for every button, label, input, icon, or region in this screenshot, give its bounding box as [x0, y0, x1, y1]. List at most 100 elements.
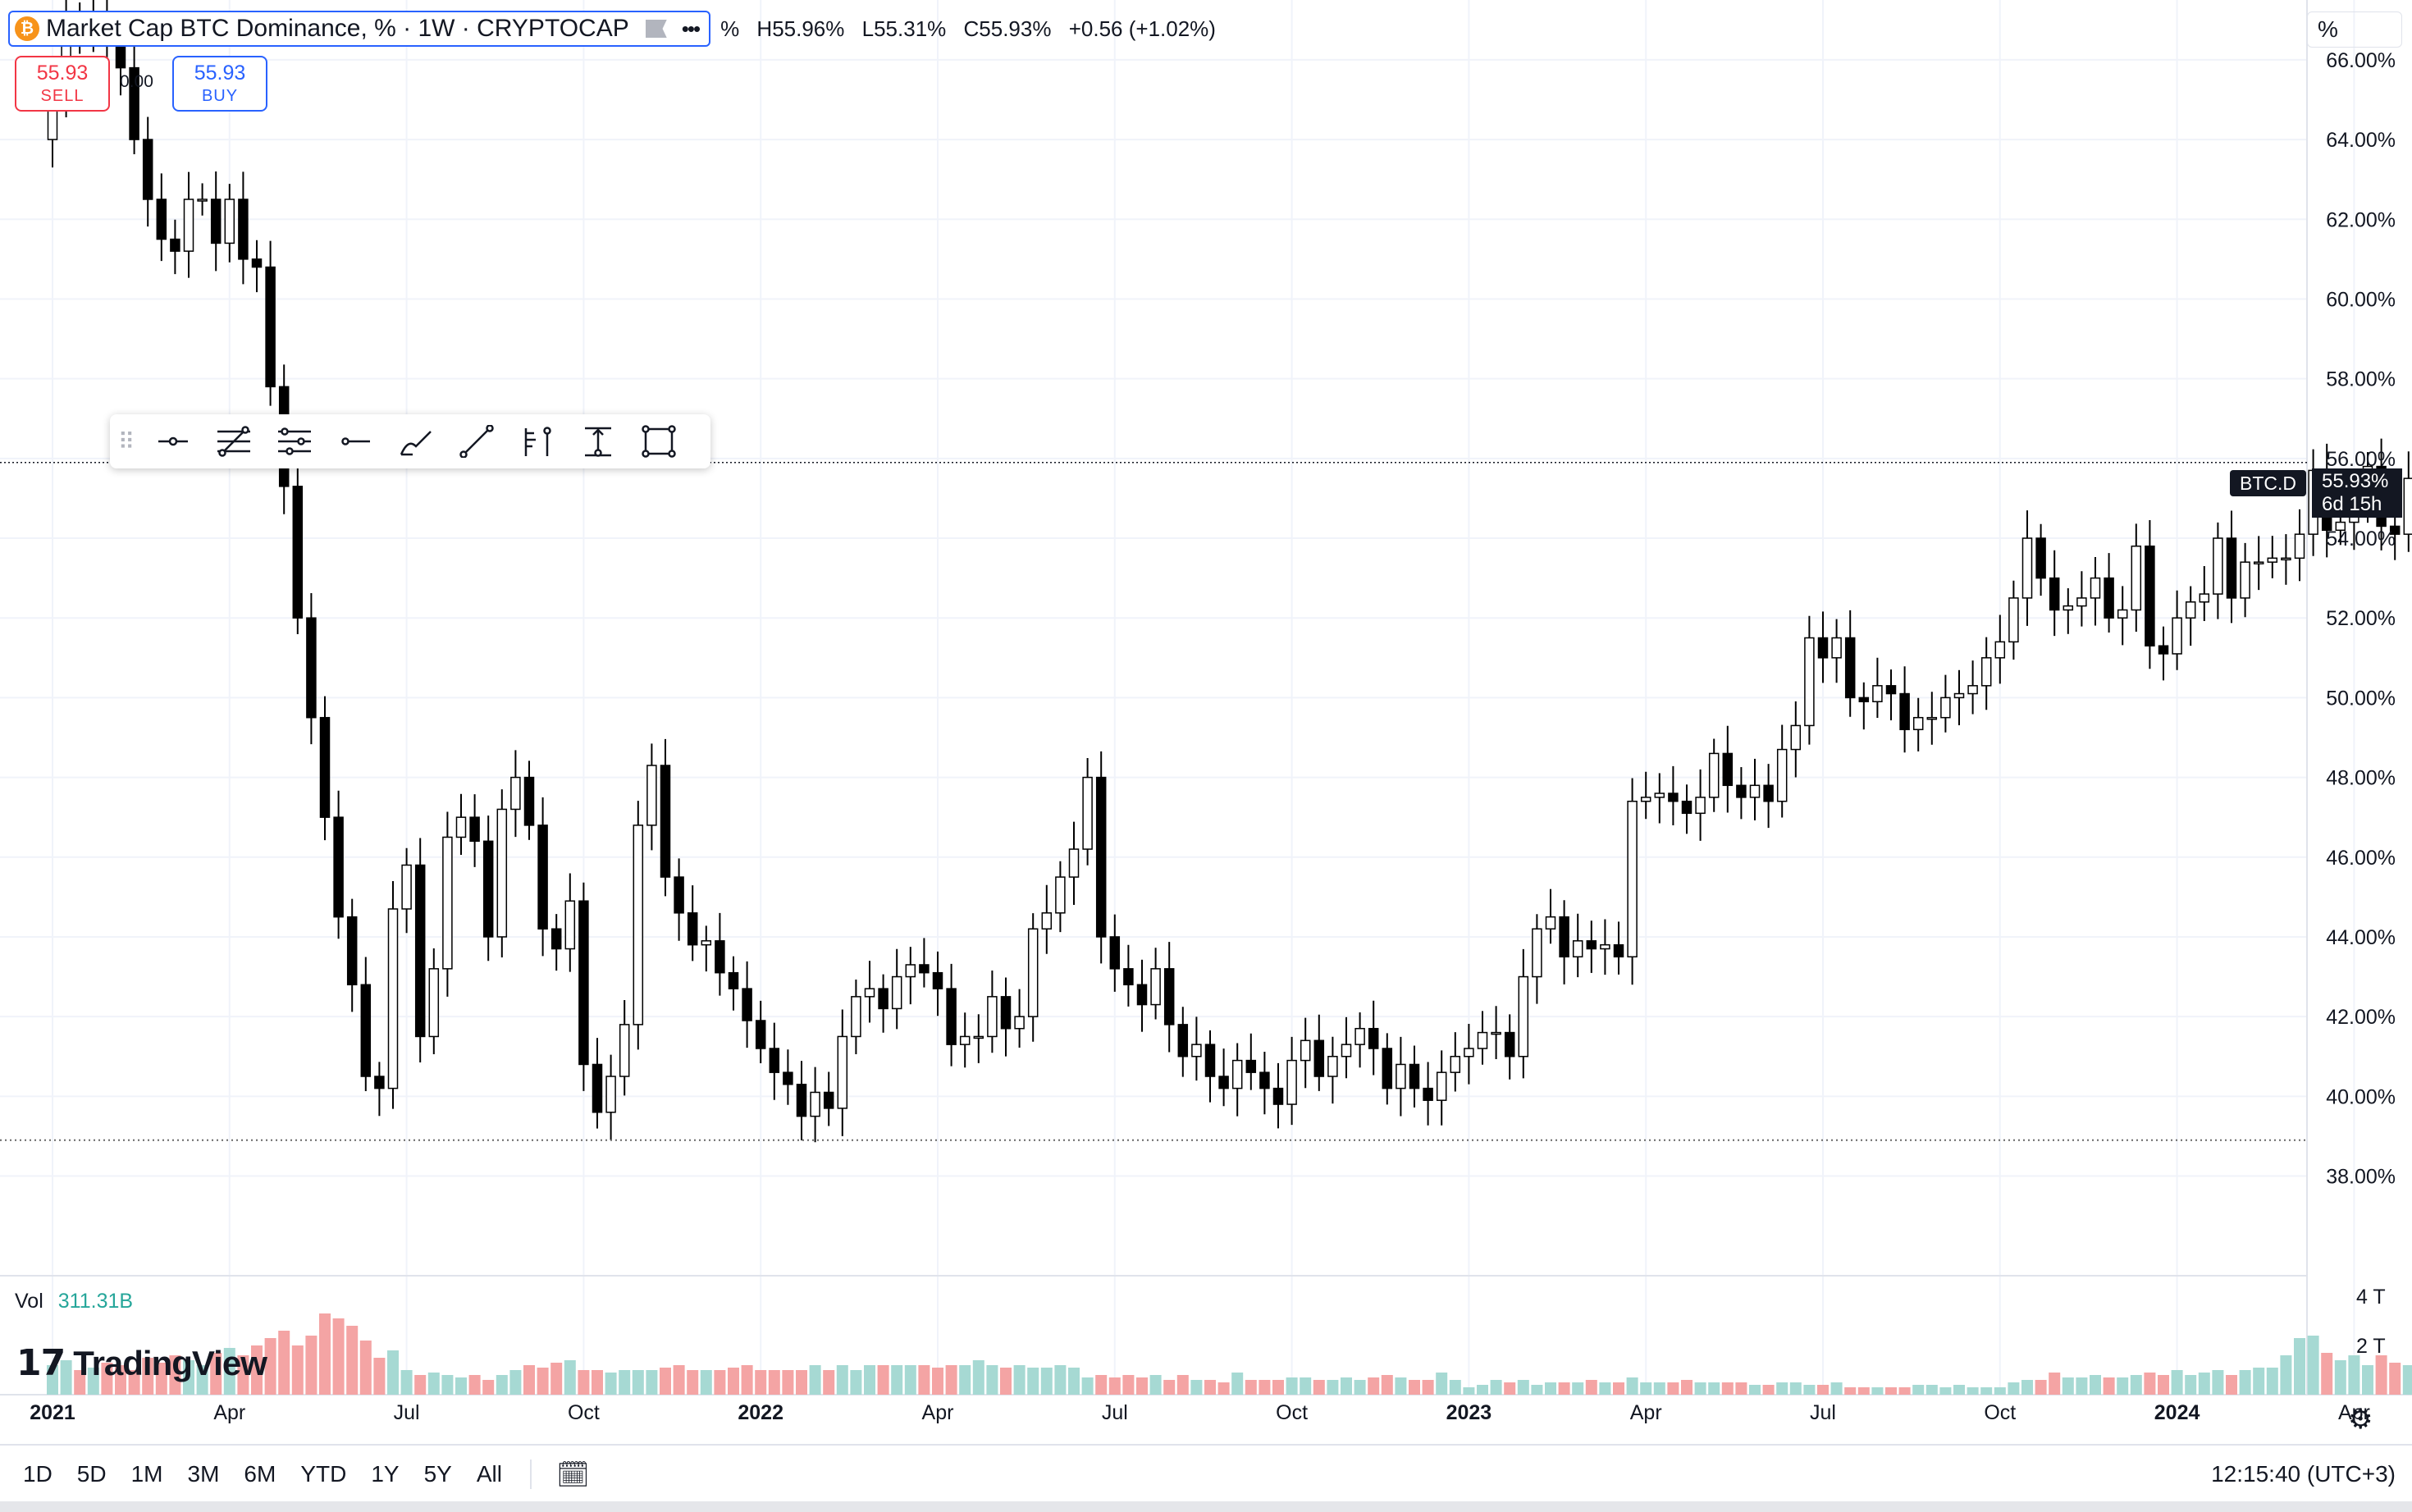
long-position-tool[interactable]	[507, 414, 568, 468]
price-unit-button[interactable]: %	[2307, 11, 2402, 48]
volume-bar	[509, 1370, 522, 1395]
volume-bar	[319, 1313, 331, 1395]
candle-body	[319, 716, 331, 818]
candle-body	[265, 266, 276, 388]
candle-body	[1559, 916, 1569, 957]
volume-bar	[1640, 1382, 1652, 1395]
volume-label: Vol	[15, 1290, 43, 1313]
volume-bar	[2008, 1382, 2020, 1395]
gear-icon[interactable]: ⚙	[2348, 1404, 2373, 1435]
volume-bar	[605, 1373, 617, 1395]
sell-button[interactable]: 55.93 SELL	[15, 56, 110, 112]
candle-body	[1082, 776, 1093, 850]
range-6m[interactable]: 6M	[244, 1461, 276, 1487]
volume-bar	[1231, 1373, 1244, 1395]
range-3m[interactable]: 3M	[187, 1461, 220, 1487]
candle-body	[1354, 1027, 1365, 1045]
volume-bar	[400, 1370, 413, 1395]
drawing-toolbar[interactable]: ⠿	[110, 414, 710, 468]
volume-bar	[1313, 1380, 1325, 1395]
volume-bar	[169, 1355, 181, 1395]
range-1y[interactable]: 1Y	[371, 1461, 400, 1487]
candle-body	[592, 1063, 603, 1113]
candle-body	[1926, 716, 1938, 720]
candle-body	[129, 66, 139, 140]
candle-body	[2281, 557, 2291, 561]
candle-body	[2240, 561, 2250, 599]
range-5d[interactable]: 5D	[76, 1461, 107, 1487]
time-tick-label: Apr	[2338, 1401, 2370, 1424]
date-range-tool[interactable]	[568, 414, 628, 468]
volume-bar	[2021, 1380, 2033, 1395]
symbol-legend[interactable]: ₿ Market Cap BTC Dominance, % · 1W · CRY…	[8, 11, 1227, 47]
symbol-title[interactable]: Market Cap BTC Dominance, % · 1W · CRYPT…	[46, 15, 629, 42]
volume-bar	[1912, 1385, 1925, 1395]
volume-bar	[2375, 1355, 2387, 1395]
range-ytd[interactable]: YTD	[300, 1461, 347, 1487]
brush-tool[interactable]	[386, 414, 446, 468]
candle-body	[414, 864, 426, 1038]
calendar-icon[interactable]: 🗓	[555, 1459, 590, 1489]
volume-bar	[1531, 1385, 1543, 1395]
candle-body	[2021, 537, 2033, 599]
volume-bar	[1994, 1387, 2006, 1395]
range-1d[interactable]: 1D	[23, 1461, 53, 1487]
volume-bar	[387, 1350, 399, 1395]
more-options-icon[interactable]: •••	[681, 16, 701, 41]
time-tick-label: Jul	[1810, 1401, 1836, 1424]
flag-icon[interactable]	[645, 20, 667, 38]
horizontal-ray-tool[interactable]	[143, 414, 203, 468]
volume-bar	[441, 1375, 454, 1395]
volume-bar	[1789, 1382, 1802, 1395]
volume-bar	[836, 1365, 848, 1395]
range-all[interactable]: All	[476, 1461, 502, 1487]
time-tick-label: Apr	[213, 1401, 245, 1424]
trend-line-tool[interactable]	[446, 414, 507, 468]
horizontal-line-tool[interactable]	[325, 414, 386, 468]
volume-bar	[1667, 1382, 1679, 1395]
volume-bar	[2171, 1370, 2183, 1395]
pitchfork-tool[interactable]	[264, 414, 325, 468]
buy-button[interactable]: 55.93 BUY	[172, 56, 267, 112]
volume-bar	[660, 1368, 671, 1395]
candle-body	[1722, 752, 1734, 787]
range-1m[interactable]: 1M	[130, 1461, 163, 1487]
volume-legend[interactable]: Vol 311.31B	[15, 1290, 133, 1313]
candle-body	[1967, 685, 1978, 695]
clock-timezone[interactable]: 12:15:40 (UTC+3)	[2211, 1461, 2396, 1487]
candle-body	[2403, 477, 2412, 535]
volume-bar	[578, 1370, 590, 1395]
volume-bar	[115, 1365, 126, 1395]
drag-handle-icon[interactable]: ⠿	[117, 428, 135, 455]
overlay-layer	[0, 461, 2307, 1141]
price-tick-label: 62.00%	[2326, 208, 2396, 231]
candle-body	[1545, 916, 1556, 930]
volume-bar	[1844, 1387, 1857, 1395]
toolbar-divider	[529, 1459, 532, 1489]
volume-bar	[1286, 1377, 1298, 1395]
volume-bar	[278, 1331, 290, 1395]
rectangle-tool[interactable]	[628, 414, 689, 468]
volume-bar	[1040, 1368, 1053, 1395]
candle-body	[523, 776, 535, 826]
volume-bar	[1136, 1377, 1148, 1395]
time-tick-label: Apr	[1630, 1401, 1662, 1424]
candle-body	[1940, 697, 1951, 719]
range-5y[interactable]: 5Y	[423, 1461, 452, 1487]
tradingview-logo[interactable]: 𝟭𝟳 TradingView	[16, 1342, 267, 1384]
candle-body	[646, 765, 657, 826]
candle-body	[1708, 752, 1720, 798]
volume-bar	[2049, 1373, 2061, 1395]
candle-body	[1313, 1039, 1325, 1077]
candle-body	[1844, 637, 1856, 699]
volume-bar	[782, 1370, 794, 1395]
candle-body	[619, 1024, 630, 1077]
candle-body	[1518, 975, 1529, 1057]
volume-bar	[2185, 1375, 2197, 1395]
candle-body	[1150, 968, 1161, 1006]
candle-body	[878, 988, 889, 1010]
symbol-title-box[interactable]: ₿ Market Cap BTC Dominance, % · 1W · CRY…	[8, 11, 711, 47]
fib-retracement-tool[interactable]	[203, 414, 264, 468]
